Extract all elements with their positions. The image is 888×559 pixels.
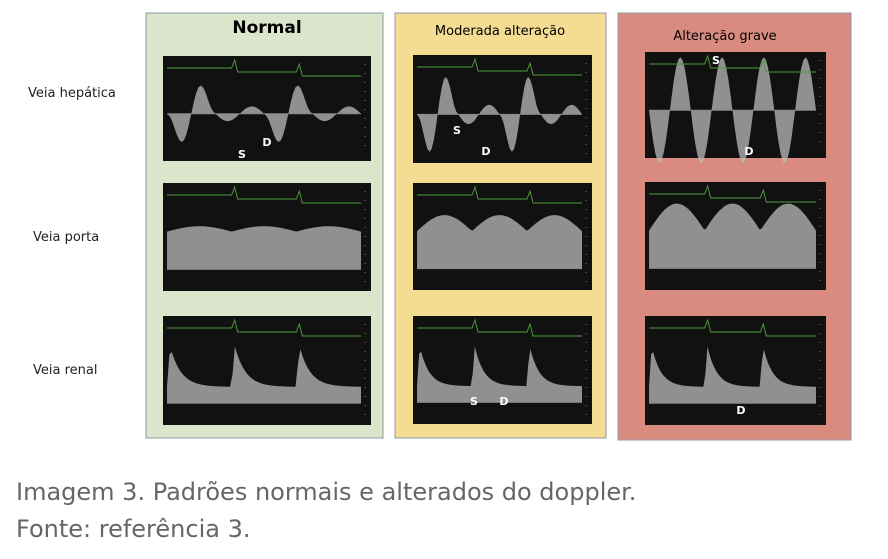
ecg-trace <box>649 184 816 203</box>
row-label: Veia hepática <box>28 86 116 101</box>
ecg-trace <box>649 318 816 337</box>
doppler-image <box>645 316 826 425</box>
row-label: Veia renal <box>33 363 97 378</box>
marker: S <box>453 124 461 137</box>
doppler-images <box>163 52 826 425</box>
marker: S <box>470 395 478 408</box>
marker: D <box>262 136 271 149</box>
waveform <box>649 346 816 404</box>
ecg-trace <box>167 185 361 204</box>
marker: S <box>712 54 720 67</box>
marker: D <box>736 404 745 417</box>
ecg-trace <box>417 57 582 76</box>
doppler-image <box>163 316 371 425</box>
marker: D <box>499 395 508 408</box>
ecg-trace <box>167 318 361 337</box>
waveform <box>649 203 816 269</box>
marker: D <box>744 145 753 158</box>
row-label: Veia porta <box>33 230 99 245</box>
marker: D <box>481 145 490 158</box>
waveform <box>167 346 361 404</box>
ecg-trace <box>167 58 361 77</box>
marker: S <box>238 148 246 161</box>
panel-title: Alteração grave <box>673 29 776 44</box>
panel-title: Normal <box>232 18 301 38</box>
ecg-trace <box>417 185 582 204</box>
caption-source: Fonte: referência 3. <box>16 515 250 543</box>
ecg-trace <box>649 54 816 73</box>
caption-title: Imagem 3. Padrões normais e alterados do… <box>16 478 636 506</box>
doppler-image <box>413 316 592 424</box>
waveform <box>417 215 582 269</box>
panel-title: Moderada alteração <box>435 24 565 39</box>
markers: S D S D S D S D D <box>238 54 754 417</box>
waveform <box>167 226 361 270</box>
ecg-trace <box>417 318 582 337</box>
waveform <box>417 346 582 403</box>
